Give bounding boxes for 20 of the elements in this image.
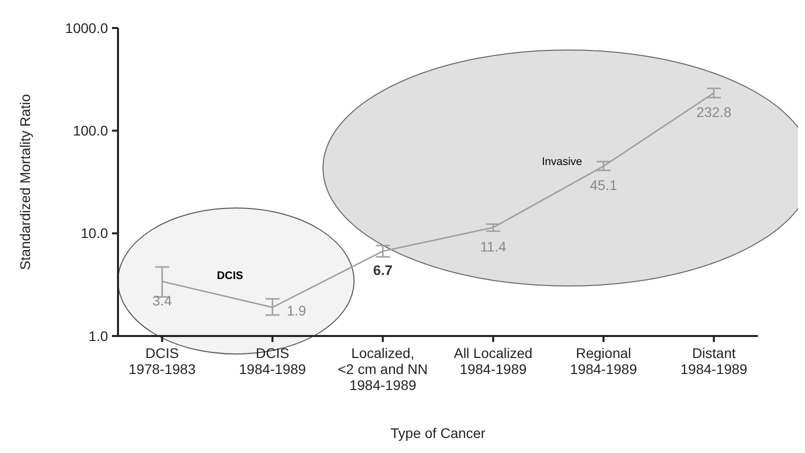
x-tick-label: DCIS 1978-1983 <box>128 345 196 377</box>
data-label: 11.4 <box>480 238 506 254</box>
x-tick-label: Regional 1984-1989 <box>570 345 638 377</box>
x-tick-label: All Localized 1984-1989 <box>454 345 532 377</box>
annotation: Invasive <box>542 156 582 168</box>
data-label: 3.4 <box>152 292 172 308</box>
y-tick-label: 1000.0 <box>65 20 108 36</box>
y-tick-label: 10.0 <box>80 225 108 242</box>
data-label: 1.9 <box>286 302 306 318</box>
data-label: 232.8 <box>696 104 732 120</box>
y-tick-label: 1.0 <box>88 328 108 344</box>
y-axis-title: Standardized Mortality Ratio <box>17 94 33 270</box>
annotation: DCIS <box>216 270 244 282</box>
data-label: 6.7 <box>373 262 393 278</box>
y-tick-label: 100.0 <box>72 122 108 139</box>
x-tick-label: DCIS 1984-1989 <box>239 345 306 377</box>
x-axis-title: Type of Cancer <box>390 425 486 441</box>
x-tick-label: Localized, <2 cm and NN 1984-1989 <box>338 345 428 393</box>
data-label: 45.1 <box>590 177 618 194</box>
x-tick-label: Distant 1984-1989 <box>680 345 748 377</box>
